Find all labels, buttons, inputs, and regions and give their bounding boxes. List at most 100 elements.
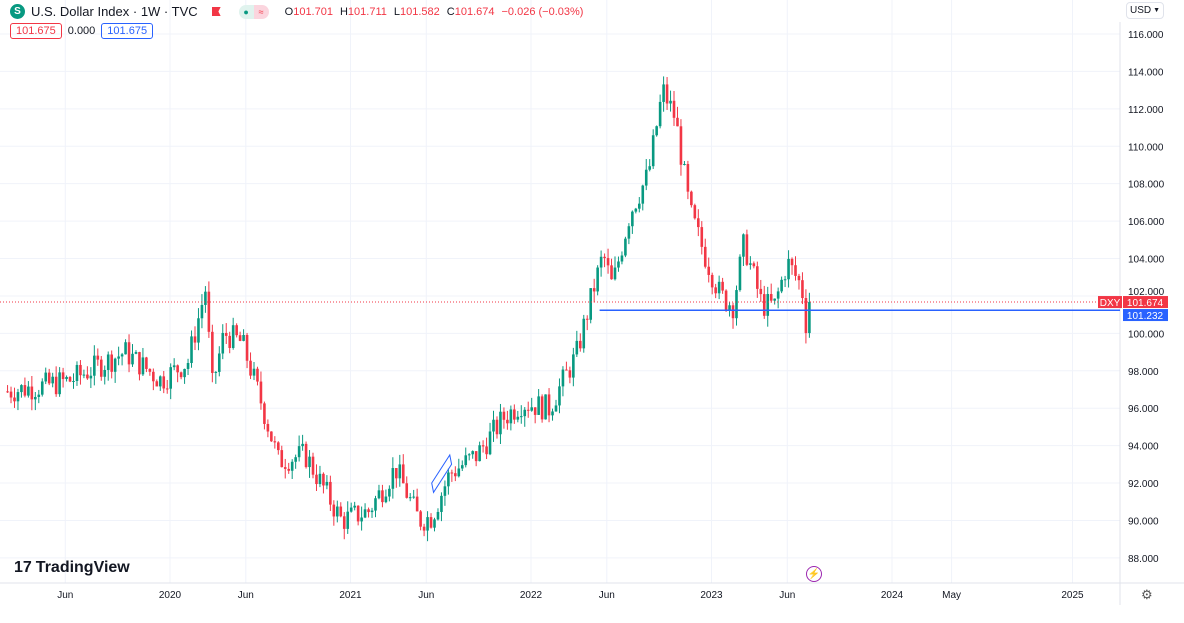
candle-body xyxy=(367,509,370,513)
candle-body xyxy=(79,364,82,376)
price-tick-label: 98.000 xyxy=(1128,367,1159,378)
candle-body xyxy=(197,318,200,343)
candle-body xyxy=(710,274,714,288)
hline-price-label: 101.232 xyxy=(1127,311,1164,322)
parallel-channel-drawing[interactable] xyxy=(431,453,453,494)
candle-body xyxy=(613,267,617,280)
candle-body xyxy=(617,261,620,268)
candle-body xyxy=(481,445,485,447)
buy-price-button[interactable]: 101.675 xyxy=(101,23,154,39)
candle-body xyxy=(322,473,325,486)
candle-body xyxy=(315,474,318,485)
candle-body xyxy=(353,505,356,508)
candle-body xyxy=(738,256,742,291)
candle-body xyxy=(690,191,693,206)
ohlc-values: O101.701 H101.711 L101.582 C101.674 −0.0… xyxy=(284,5,584,18)
candle-body xyxy=(61,372,65,380)
candle-body xyxy=(488,431,492,455)
candle-body xyxy=(780,279,783,292)
price-tick-label: 110.000 xyxy=(1128,142,1164,153)
candle-body xyxy=(714,287,717,294)
candle-body xyxy=(679,126,683,165)
candle-body xyxy=(193,336,197,343)
candle-body xyxy=(697,218,700,228)
candle-body xyxy=(54,376,58,395)
candle-body xyxy=(460,465,464,469)
candle-body xyxy=(280,450,284,468)
time-tick-label: 2023 xyxy=(700,590,723,601)
event-lightning-icon[interactable]: ⚡ xyxy=(806,566,822,582)
candle-body xyxy=(641,185,645,204)
candle-body xyxy=(644,169,648,186)
candle-body xyxy=(464,455,468,466)
candle-body xyxy=(325,481,329,486)
market-status-pill[interactable]: ● ≈ xyxy=(238,4,269,19)
candle-body xyxy=(648,166,652,170)
time-tick-label: May xyxy=(942,590,961,601)
tradingview-logo[interactable]: 17 TradingView xyxy=(14,559,130,576)
candle-body xyxy=(506,419,509,424)
delayed-icon: ≈ xyxy=(253,4,269,19)
candle-body xyxy=(478,445,481,462)
candle-body xyxy=(745,234,749,265)
price-tick-label: 96.000 xyxy=(1128,404,1159,415)
candle-body xyxy=(68,376,72,382)
candle-body xyxy=(235,325,238,336)
candle-body xyxy=(13,397,16,402)
candle-body xyxy=(790,258,794,266)
candle-body xyxy=(23,385,27,396)
candle-body xyxy=(96,355,100,360)
candle-body xyxy=(30,386,34,400)
candle-body xyxy=(221,332,225,354)
candle-body xyxy=(585,318,589,320)
candle-body xyxy=(773,298,776,301)
candle-body xyxy=(169,367,172,389)
candle-body xyxy=(75,364,79,381)
time-tick-label: Jun xyxy=(57,590,73,601)
candle-body xyxy=(405,483,409,498)
candle-body xyxy=(735,290,738,319)
candle-body xyxy=(401,464,405,484)
price-tick-label: 116.000 xyxy=(1128,30,1164,41)
candle-body xyxy=(224,332,228,336)
candle-body xyxy=(492,419,495,432)
candle-body xyxy=(467,454,471,456)
candle-body xyxy=(565,369,568,371)
symbol-label-bg xyxy=(1098,296,1122,309)
candle-body xyxy=(6,391,9,393)
symbol-title[interactable]: U.S. Dollar Index · 1W · TVC xyxy=(31,4,198,19)
candle-body xyxy=(332,504,336,517)
candle-body xyxy=(204,291,207,305)
candle-body xyxy=(721,281,724,291)
sell-price-button[interactable]: 101.675 xyxy=(10,23,62,39)
candle-body xyxy=(89,375,93,379)
candle-body xyxy=(540,396,544,420)
candle-body xyxy=(311,456,315,475)
candle-body xyxy=(447,472,450,487)
candle-body xyxy=(152,371,155,382)
candle-body xyxy=(266,423,270,432)
candle-body xyxy=(34,396,37,400)
settings-gear-icon[interactable]: ⚙ xyxy=(1141,587,1153,602)
candle-body xyxy=(388,488,391,497)
candle-body xyxy=(336,506,339,517)
time-tick-label: Jun xyxy=(599,590,615,601)
candle-body xyxy=(117,356,120,359)
candle-body xyxy=(124,342,127,355)
candle-body xyxy=(474,451,478,462)
candle-body xyxy=(624,238,627,256)
last-price-label-bg xyxy=(1123,296,1168,309)
candle-body xyxy=(801,280,804,299)
tv-logo-icon: 17 xyxy=(14,559,32,576)
last-price-label: 101.674 xyxy=(1127,298,1164,309)
candle-body xyxy=(20,385,23,393)
candle-body xyxy=(752,263,756,267)
flag-icon[interactable] xyxy=(211,7,221,16)
candle-body xyxy=(665,84,669,104)
candle-body xyxy=(429,517,433,528)
candle-body xyxy=(610,265,613,280)
currency-select[interactable]: USD ▼ xyxy=(1126,2,1164,19)
candle-body xyxy=(398,464,402,479)
candle-body xyxy=(596,267,599,292)
